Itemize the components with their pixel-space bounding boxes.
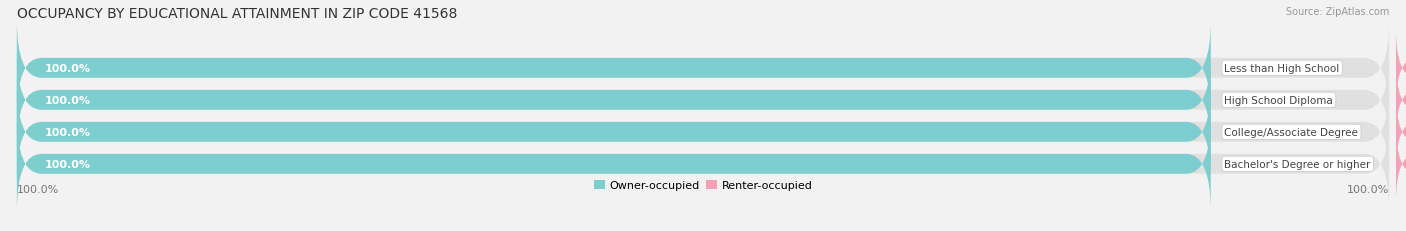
FancyBboxPatch shape	[1396, 94, 1406, 170]
Text: College/Associate Degree: College/Associate Degree	[1225, 127, 1358, 137]
Text: Less than High School: Less than High School	[1225, 64, 1340, 73]
FancyBboxPatch shape	[17, 53, 1389, 148]
FancyBboxPatch shape	[1396, 30, 1406, 106]
Text: 100.0%: 100.0%	[17, 184, 59, 194]
FancyBboxPatch shape	[17, 85, 1389, 180]
FancyBboxPatch shape	[17, 117, 1389, 212]
Text: 100.0%: 100.0%	[45, 127, 90, 137]
FancyBboxPatch shape	[1396, 126, 1406, 202]
FancyBboxPatch shape	[17, 117, 1211, 212]
Text: 100.0%: 100.0%	[45, 159, 90, 169]
Text: High School Diploma: High School Diploma	[1225, 95, 1333, 105]
FancyBboxPatch shape	[17, 21, 1389, 116]
FancyBboxPatch shape	[1396, 62, 1406, 138]
Text: 100.0%: 100.0%	[45, 64, 90, 73]
Text: Source: ZipAtlas.com: Source: ZipAtlas.com	[1285, 7, 1389, 17]
Text: 100.0%: 100.0%	[1347, 184, 1389, 194]
Text: 100.0%: 100.0%	[45, 95, 90, 105]
Legend: Owner-occupied, Renter-occupied: Owner-occupied, Renter-occupied	[593, 180, 813, 190]
FancyBboxPatch shape	[17, 85, 1211, 180]
Text: OCCUPANCY BY EDUCATIONAL ATTAINMENT IN ZIP CODE 41568: OCCUPANCY BY EDUCATIONAL ATTAINMENT IN Z…	[17, 7, 457, 21]
Text: Bachelor's Degree or higher: Bachelor's Degree or higher	[1225, 159, 1371, 169]
FancyBboxPatch shape	[17, 21, 1211, 116]
FancyBboxPatch shape	[17, 53, 1211, 148]
